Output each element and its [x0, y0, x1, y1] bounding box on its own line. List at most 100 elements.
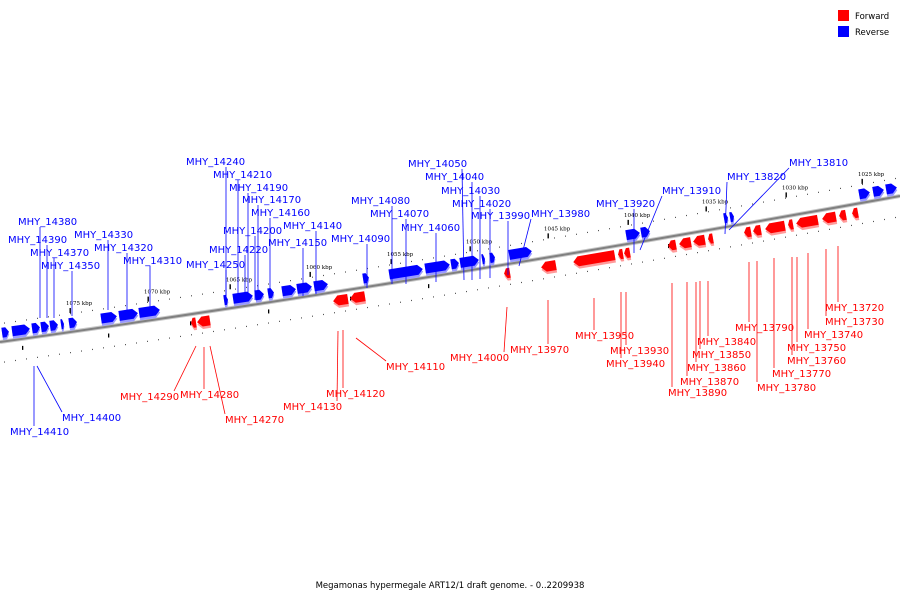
gene-label-mhy-14150[interactable]: MHY_14150 [268, 238, 327, 249]
gene-label-mhy-13740[interactable]: MHY_13740 [804, 330, 863, 341]
reverse-gene-arrow [296, 282, 313, 297]
scale-tick [861, 178, 863, 184]
gene-label-mhy-14040[interactable]: MHY_14040 [425, 172, 484, 183]
gene-label-mhy-13770[interactable]: MHY_13770 [772, 369, 831, 380]
gene-body [679, 237, 692, 249]
gene-label-mhy-13980[interactable]: MHY_13980 [531, 209, 590, 220]
scale-tick-label: 1070 kbp [144, 290, 171, 296]
gene-label-mhy-13720[interactable]: MHY_13720 [825, 303, 884, 314]
gene-label-mhy-13850[interactable]: MHY_13850 [692, 350, 751, 361]
gene-label-mhy-13990[interactable]: MHY_13990 [471, 211, 530, 222]
gene-label-mhy-14330[interactable]: MHY_14330 [74, 230, 133, 241]
gene-label-mhy-14250[interactable]: MHY_14250 [186, 260, 245, 271]
gene-label-mhy-14000[interactable]: MHY_14000 [450, 353, 509, 364]
gene-label-mhy-14240[interactable]: MHY_14240 [186, 157, 245, 168]
gene-label-mhy-14050[interactable]: MHY_14050 [408, 159, 467, 170]
gene-label-mhy-14110[interactable]: MHY_14110 [386, 362, 445, 373]
gene-label-mhy-14350[interactable]: MHY_14350 [41, 261, 100, 272]
gene-label-mhy-14220[interactable]: MHY_14220 [209, 245, 268, 256]
gene-label-mhy-14070[interactable]: MHY_14070 [370, 209, 429, 220]
minor-tick [22, 345, 24, 350]
scale-tick-label: 1065 kbp [226, 277, 253, 283]
reverse-gene-arrow [313, 279, 329, 294]
reverse-gene-arrow [489, 252, 496, 266]
gene-label-mhy-14380[interactable]: MHY_14380 [18, 217, 77, 228]
gene-label-mhy-13970[interactable]: MHY_13970 [510, 345, 569, 356]
guide-dot [818, 230, 819, 232]
gene-label-mhy-14190[interactable]: MHY_14190 [229, 183, 288, 194]
gene-label-mhy-13870[interactable]: MHY_13870 [680, 377, 739, 388]
gene-label-mhy-13780[interactable]: MHY_13780 [757, 383, 816, 394]
leader-line [461, 168, 465, 281]
guide-dot [334, 312, 335, 314]
gene-label-mhy-14140[interactable]: MHY_14140 [283, 221, 342, 232]
gene-label-mhy-13920[interactable]: MHY_13920 [596, 199, 655, 210]
gene-body [100, 312, 117, 324]
gene-label-mhy-14170[interactable]: MHY_14170 [242, 195, 301, 206]
gene-label-mhy-14200[interactable]: MHY_14200 [223, 226, 282, 237]
guide-dot [367, 306, 368, 309]
gene-label-mhy-14310[interactable]: MHY_14310 [123, 256, 182, 267]
gene-body [60, 319, 64, 330]
gene-body [858, 188, 870, 200]
guide-dot [719, 248, 720, 250]
guide-dot [103, 347, 104, 349]
guide-dot [609, 267, 610, 269]
gene-label-mhy-14290[interactable]: MHY_14290 [120, 392, 179, 403]
gene-label-mhy-13810[interactable]: MHY_13810 [789, 158, 848, 169]
leader-line [518, 218, 532, 267]
gene-label-mhy-14400[interactable]: MHY_14400 [62, 413, 121, 424]
gene-label-mhy-14030[interactable]: MHY_14030 [441, 186, 500, 197]
gene-label-mhy-13890[interactable]: MHY_13890 [668, 388, 727, 399]
guide-dot [345, 271, 346, 273]
guide-dot [631, 263, 632, 265]
guide-dot [521, 242, 522, 245]
gene-label-mhy-14370[interactable]: MHY_14370 [30, 248, 89, 259]
gene-label-mhy-13820[interactable]: MHY_13820 [727, 172, 786, 183]
gene-label-mhy-13950[interactable]: MHY_13950 [575, 331, 634, 342]
legend-label-reverse: Reverse [855, 28, 889, 38]
guide-dot [48, 316, 49, 318]
gene-label-mhy-14080[interactable]: MHY_14080 [351, 196, 410, 207]
gene-label-mhy-13860[interactable]: MHY_13860 [687, 363, 746, 374]
guide-dot [356, 308, 357, 310]
gene-labels: MHY_14380 MHY_14390 MHY_14370 MHY_14350 MHY_… [8, 157, 884, 438]
gene-label-mhy-14060[interactable]: MHY_14060 [401, 223, 460, 234]
gene-label-mhy-14090[interactable]: MHY_14090 [331, 234, 390, 245]
gene-label-mhy-14280[interactable]: MHY_14280 [180, 390, 239, 401]
gene-body [313, 279, 328, 292]
legend-label-forward: Forward [855, 12, 889, 22]
gene-label-mhy-13930[interactable]: MHY_13930 [610, 346, 669, 357]
guide-dot [851, 185, 852, 188]
gene-label-mhy-14120[interactable]: MHY_14120 [326, 389, 385, 400]
guide-dot [642, 222, 643, 224]
forward-gene-arrow [350, 291, 367, 306]
gene-label-mhy-14320[interactable]: MHY_14320 [94, 243, 153, 254]
gene-body [624, 247, 631, 258]
gene-body [708, 233, 714, 244]
guide-dot [114, 345, 115, 347]
gene-label-mhy-13790[interactable]: MHY_13790 [735, 323, 794, 334]
gene-label-mhy-14130[interactable]: MHY_14130 [283, 402, 342, 413]
gene-label-mhy-14210[interactable]: MHY_14210 [213, 170, 272, 181]
gene-label-mhy-14270[interactable]: MHY_14270 [225, 415, 284, 426]
reverse-gene-arrow [362, 273, 370, 286]
gene-label-mhy-14020[interactable]: MHY_14020 [452, 199, 511, 210]
reverse-gene-arrow [281, 284, 297, 299]
guide-dot [356, 269, 357, 271]
guide-dot [620, 265, 621, 267]
backbone-line [0, 195, 900, 343]
gene-body [744, 226, 752, 238]
gene-label-mhy-13750[interactable]: MHY_13750 [787, 343, 846, 354]
gene-label-mhy-13840[interactable]: MHY_13840 [697, 337, 756, 348]
gene-label-mhy-13760[interactable]: MHY_13760 [787, 356, 846, 367]
gene-label-mhy-14160[interactable]: MHY_14160 [251, 208, 310, 219]
guide-dot [422, 298, 423, 300]
gene-label-mhy-13730[interactable]: MHY_13730 [825, 317, 884, 328]
reverse-gene-arrow [508, 247, 533, 263]
gene-features [1, 183, 898, 341]
gene-label-mhy-14390[interactable]: MHY_14390 [8, 235, 67, 246]
gene-label-mhy-14410[interactable]: MHY_14410 [10, 427, 69, 438]
gene-label-mhy-13940[interactable]: MHY_13940 [606, 359, 665, 370]
gene-label-mhy-13910[interactable]: MHY_13910 [662, 186, 721, 197]
